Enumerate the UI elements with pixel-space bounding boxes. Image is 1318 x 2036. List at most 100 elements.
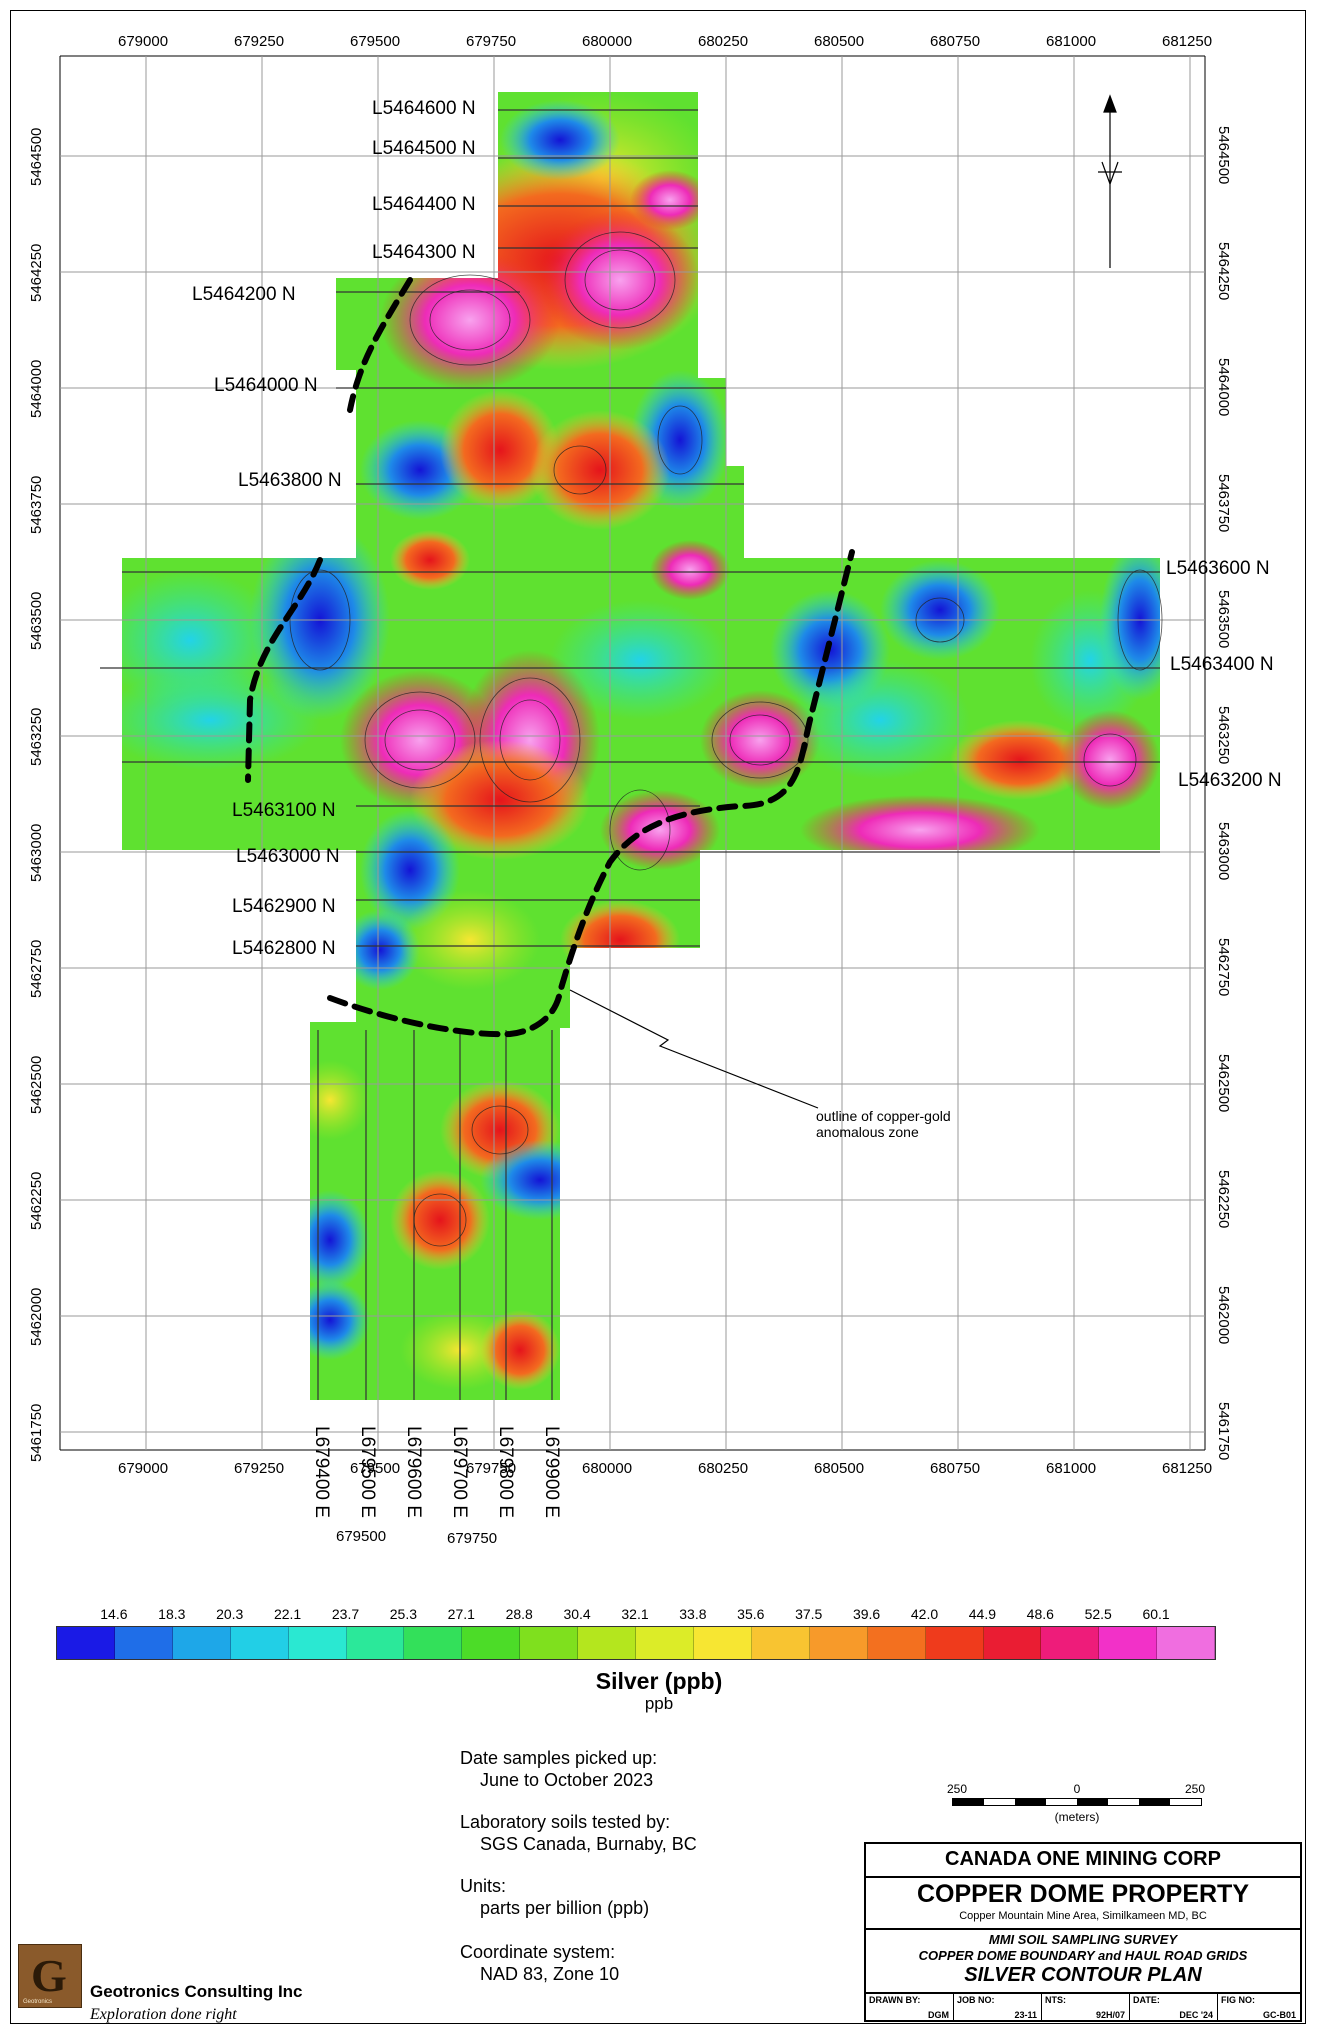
easting-tick-bottom: 681250	[1162, 1460, 1213, 1477]
sub-label-679750: 679750	[447, 1530, 498, 1547]
title-block: CANADA ONE MINING CORP COPPER DOME PROPE…	[864, 1842, 1302, 2022]
legend-value: 28.8	[505, 1606, 533, 1622]
tb-property: COPPER DOME PROPERTY	[917, 1880, 1249, 1908]
tb-plan: SILVER CONTOUR PLAN	[964, 1964, 1202, 1986]
easting-tick-top: 681000	[1046, 33, 1097, 50]
north-line-label: L5463400 N	[1170, 654, 1274, 675]
easting-tick-top: 680500	[814, 33, 865, 50]
north-line-label: L5463100 N	[232, 800, 336, 821]
note-lab-heading: Laboratory soils tested by:	[460, 1812, 671, 1832]
northing-tick-right: 5462000	[1215, 1286, 1232, 1345]
easting-tick-top: 680750	[930, 33, 981, 50]
legend-value: 44.9	[968, 1606, 997, 1622]
north-line-label: L5463000 N	[236, 846, 340, 867]
northing-tick-left: 5464500	[28, 127, 45, 186]
northing-tick-left: 5462750	[28, 939, 45, 998]
north-line-label: L5464200 N	[192, 284, 296, 305]
legend-value: 37.5	[795, 1606, 823, 1622]
northing-tick-left: 5463500	[28, 591, 45, 650]
legend-title: Silver (ppb)	[595, 1668, 723, 1694]
callout-line-2: anomalous zone	[816, 1124, 919, 1140]
legend-swatch	[809, 1627, 868, 1659]
legend-swatch	[1157, 1627, 1216, 1659]
legend-value: 30.4	[563, 1606, 591, 1622]
legend-swatch	[462, 1627, 521, 1659]
northing-tick-left: 5463250	[28, 707, 45, 766]
legend-swatch	[230, 1627, 289, 1659]
easting-tick-bottom: 679000	[118, 1460, 169, 1477]
legend-value: 35.6	[737, 1606, 765, 1622]
legend-swatch	[751, 1627, 810, 1659]
north-line-label: L5463600 N	[1166, 558, 1270, 579]
northing-tick-left: 5462500	[28, 1055, 45, 1114]
easting-tick-bottom: 680000	[582, 1460, 633, 1477]
tb-drawn-by: DRAWN BY: DGM	[866, 1994, 954, 2022]
tb-location: Copper Mountain Mine Area, Similkameen M…	[959, 1910, 1207, 1922]
legend-value: 14.6	[100, 1606, 128, 1622]
northing-tick-left: 5463000	[28, 823, 45, 882]
legend-swatch	[57, 1627, 115, 1659]
legend-swatch	[867, 1627, 926, 1659]
legend-swatch	[925, 1627, 984, 1659]
north-line-label: L5462900 N	[232, 896, 336, 917]
company-tagline: Exploration done right	[90, 2006, 237, 2023]
northing-tick-left: 5464250	[28, 243, 45, 302]
north-line-label: L5464400 N	[372, 194, 476, 215]
northing-tick-right: 5461750	[1215, 1402, 1232, 1461]
northing-tick-right: 5463500	[1215, 590, 1232, 649]
legend-swatch	[404, 1627, 463, 1659]
scale-label-zero: 0	[1073, 1782, 1081, 1796]
northing-tick-left: 5464000	[28, 359, 45, 418]
scale-label-right: 250	[1184, 1782, 1206, 1796]
note-date-value: June to October 2023	[480, 1770, 654, 1790]
legend-value: 25.3	[389, 1606, 418, 1622]
northing-tick-left: 5462250	[28, 1171, 45, 1230]
note-lab-value: SGS Canada, Burnaby, BC	[480, 1834, 697, 1854]
legend-value: 52.5	[1084, 1606, 1112, 1622]
legend-color-bar	[56, 1626, 1216, 1660]
easting-tick-top: 680250	[698, 33, 749, 50]
north-line-label: L5464500 N	[372, 138, 476, 159]
legend-swatch	[636, 1627, 694, 1659]
legend-value: 48.6	[1026, 1606, 1054, 1622]
zone-callout: outline of copper-gold anomalous zone	[816, 1108, 951, 1140]
legend-swatch	[578, 1627, 637, 1659]
legend-swatch	[288, 1627, 347, 1659]
north-line-label: L5464300 N	[372, 242, 476, 263]
northing-tick-right: 5462750	[1215, 938, 1232, 997]
scale-unit: (meters)	[1054, 1810, 1100, 1824]
legend-value: 39.6	[852, 1606, 881, 1622]
northing-tick-right: 5464500	[1215, 126, 1232, 185]
tb-company: CANADA ONE MINING CORP	[945, 1848, 1221, 1870]
north-line-label: L5464000 N	[214, 375, 318, 396]
easting-tick-bottom: 680250	[698, 1460, 749, 1477]
note-units-heading: Units:	[460, 1876, 507, 1896]
legend-value: 18.3	[158, 1606, 186, 1622]
east-line-label: L679700 E	[449, 1426, 470, 1518]
easting-tick-top: 679500	[350, 33, 401, 50]
northing-tick-right: 5463250	[1215, 706, 1232, 765]
easting-tick-top: 681250	[1162, 33, 1213, 50]
northing-tick-right: 5462500	[1215, 1054, 1232, 1113]
northing-tick-right: 5463000	[1215, 822, 1232, 881]
legend-swatch	[1099, 1627, 1158, 1659]
tb-date: DATE: DEC '24	[1130, 1994, 1218, 2022]
tb-survey-1: MMI SOIL SAMPLING SURVEY	[988, 1932, 1178, 1947]
sub-label-679500: 679500	[336, 1528, 387, 1545]
note-units-value: parts per billion (ppb)	[480, 1898, 650, 1918]
legend-swatch	[346, 1627, 405, 1659]
company-name: Geotronics Consulting Inc	[90, 1982, 303, 2001]
callout-line-1: outline of copper-gold	[816, 1108, 951, 1124]
north-arrow-icon	[1098, 94, 1122, 268]
easting-tick-bottom: 679500	[350, 1460, 401, 1477]
legend-swatch	[693, 1627, 752, 1659]
northing-tick-right: 5462250	[1215, 1170, 1232, 1229]
easting-tick-top: 680000	[582, 33, 633, 50]
scale-segments	[952, 1798, 1202, 1806]
tb-survey-2: COPPER DOME BOUNDARY and HAUL ROAD GRIDS	[918, 1948, 1248, 1963]
scale-label-left: 250	[946, 1782, 968, 1796]
legend-swatch	[172, 1627, 231, 1659]
legend-swatch	[1041, 1627, 1100, 1659]
tb-job-no: JOB NO: 23-11	[954, 1994, 1042, 2022]
northing-tick-right: 5464000	[1215, 358, 1232, 417]
